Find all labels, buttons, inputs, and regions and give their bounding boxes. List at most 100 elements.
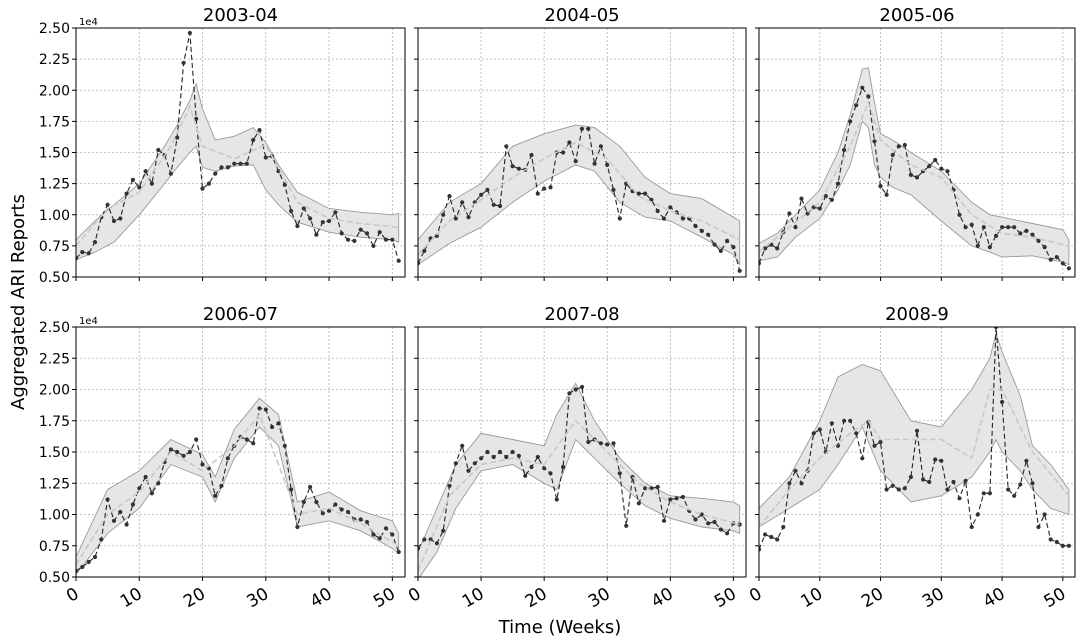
plot-area [759,67,1071,271]
data-point [799,196,804,201]
data-point [908,474,914,480]
uncertainty-band [418,382,741,577]
x-tick-label: 40 [307,584,336,612]
data-point [1012,493,1017,498]
data-point [842,418,847,423]
data-point [866,94,871,99]
data-point [257,128,262,133]
median-line [418,419,740,572]
data-point [238,161,243,166]
data-point [516,453,522,458]
data-point [908,172,914,177]
data-point [860,456,865,461]
data-point [219,483,224,488]
data-point [1018,482,1023,487]
data-point [466,468,471,473]
data-point [927,164,932,169]
data-point [775,246,780,251]
plot-area [418,382,742,577]
data-point [523,473,528,478]
plot-area [418,124,742,273]
data-point [276,421,281,426]
data-point [712,242,717,247]
median-line [76,104,399,247]
data-point [383,237,389,242]
data-point [453,461,458,466]
panel-title: 2008-9 [885,304,949,325]
data-point [712,519,717,525]
data-point [731,245,736,250]
data-point [479,456,484,461]
data-point [1054,539,1059,545]
data-point [333,210,338,215]
data-point [510,164,515,169]
data-point [817,206,822,211]
data-point [759,261,762,266]
panel-title: 2007-08 [544,304,619,325]
data-point [567,140,572,145]
data-point [422,248,427,253]
data-point [434,233,439,238]
data-point [320,511,325,516]
data-point [143,474,148,480]
data-point [693,223,698,229]
data-point [447,194,452,199]
data-point [257,406,262,411]
x-tick-label: 40 [648,584,677,612]
data-point [787,211,792,216]
data-point [308,484,313,490]
data-point [1012,225,1017,230]
data-point [611,187,616,192]
data-point [371,243,376,248]
data-point [244,437,249,442]
data-point [529,464,534,470]
data-point [718,248,723,253]
data-point [548,185,553,190]
plot-area [759,327,1071,552]
data-point [793,468,798,473]
data-point [99,537,104,542]
data-point [763,532,768,537]
data-point [244,161,249,166]
data-point [80,250,85,255]
y-tick-label: 2.00 [39,83,70,99]
y-tick-label: 1.75 [39,414,70,430]
data-point [933,457,938,462]
data-point [301,499,306,505]
data-point [1036,238,1041,243]
data-point [573,387,578,392]
data-point [1030,232,1035,237]
data-point [396,258,401,263]
panel-0: 0.50 0.75 1.00 1.25 1.50 1.75 2.00 2.25 2.50 1e4 2… [39,5,406,286]
data-point [981,491,986,496]
median-line [418,141,741,256]
data-point [124,191,129,196]
data-point [418,261,421,266]
data-point [1024,228,1029,233]
data-point [485,187,490,192]
panel-title: 2004-05 [544,5,619,26]
data-point [529,152,534,158]
y-tick-label: 2.00 [39,383,70,399]
data-point [981,225,986,230]
data-point [428,537,433,542]
data-point [130,502,135,507]
data-point [111,218,117,224]
data-point [617,471,622,476]
data-point [339,507,344,512]
data-point [848,418,853,423]
data-point [535,454,540,460]
data-point [396,549,401,555]
y-tick-label: 1.50 [39,445,70,461]
data-point [339,231,344,236]
data-point [921,477,926,482]
data-point [130,177,135,182]
data-point [661,216,667,221]
data-point [592,161,597,166]
data-point [282,182,287,187]
data-point [358,227,363,232]
data-point [605,162,610,167]
data-point [263,407,268,412]
y-tick-label: 2.25 [39,351,70,367]
